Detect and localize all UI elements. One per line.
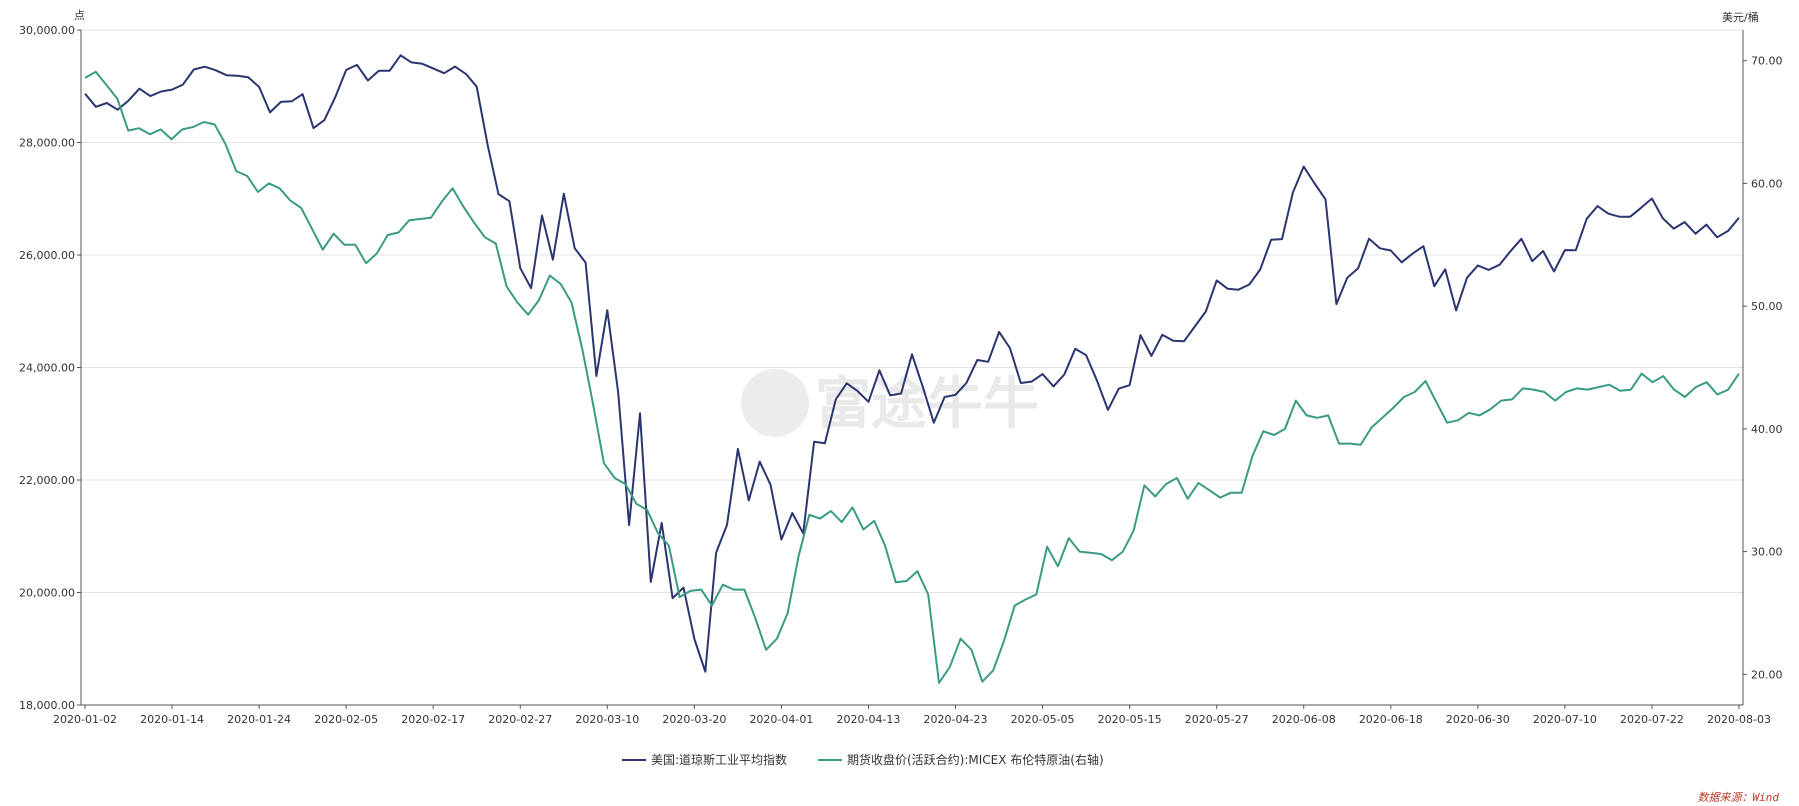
right-tick-label: 30.00 xyxy=(1751,546,1783,559)
left-tick-label: 18,000.00 xyxy=(19,699,75,712)
right-tick-label: 70.00 xyxy=(1751,55,1783,68)
x-tick-label: 2020-02-17 xyxy=(401,713,465,726)
left-tick-label: 28,000.00 xyxy=(19,137,75,150)
x-tick-label: 2020-02-05 xyxy=(314,713,378,726)
x-tick-label: 2020-07-10 xyxy=(1533,713,1597,726)
source-note: 数据来源：Wind xyxy=(1698,791,1780,804)
x-tick-label: 2020-01-24 xyxy=(227,713,291,726)
left-axis-unit: 点 xyxy=(74,9,85,22)
x-tick-label: 2020-04-13 xyxy=(837,713,901,726)
left-axis: 30,000.00 28,000.00 26,000.00 24,000.00 22,0… xyxy=(19,24,82,712)
legend-label-brent: 期货收盘价(活跃合约):MICEX 布伦特原油(右轴) xyxy=(847,752,1104,767)
x-tick-label: 2020-03-10 xyxy=(575,713,639,726)
series-line-dow xyxy=(84,54,1740,673)
right-tick-label: 50.00 xyxy=(1751,300,1783,313)
x-tick-label: 2020-04-01 xyxy=(749,713,813,726)
x-tick-label: 2020-03-20 xyxy=(662,713,726,726)
right-axis-unit: 美元/桶 xyxy=(1722,10,1759,24)
watermark: 富途牛牛 xyxy=(741,369,1039,437)
x-tick-label: 2020-06-18 xyxy=(1359,713,1423,726)
left-tick-label: 30,000.00 xyxy=(19,24,75,37)
x-tick-label: 2020-02-27 xyxy=(488,713,552,726)
legend-label-dow: 美国:道琼斯工业平均指数 xyxy=(651,752,787,767)
right-tick-label: 60.00 xyxy=(1751,177,1783,190)
x-tick-label: 2020-08-03 xyxy=(1707,713,1771,726)
watermark-text: 富途牛牛 xyxy=(815,372,1039,437)
left-tick-label: 26,000.00 xyxy=(19,249,75,262)
watermark-logo-icon xyxy=(741,369,809,437)
series-line-brent xyxy=(84,70,1740,684)
x-axis: 2020-01-02 2020-01-14 2020-01-24 2020-02-05… xyxy=(53,704,1771,726)
legend: 美国:道琼斯工业平均指数 期货收盘价(活跃合约):MICEX 布伦特原油(右轴) xyxy=(622,752,1104,767)
right-tick-label: 40.00 xyxy=(1751,423,1783,436)
left-tick-label: 24,000.00 xyxy=(19,362,75,375)
right-tick-label: 20.00 xyxy=(1751,668,1783,681)
series-lines xyxy=(84,54,1740,684)
x-tick-label: 2020-04-23 xyxy=(924,713,988,726)
x-tick-label: 2020-05-27 xyxy=(1185,713,1249,726)
right-axis: 70.00 60.00 50.00 40.00 30.00 20.00 xyxy=(1742,30,1783,705)
x-tick-label: 2020-01-02 xyxy=(53,713,117,726)
x-tick-label: 2020-07-22 xyxy=(1620,713,1684,726)
x-tick-label: 2020-05-05 xyxy=(1011,713,1075,726)
left-tick-label: 20,000.00 xyxy=(19,587,75,600)
left-tick-label: 22,000.00 xyxy=(19,474,75,487)
x-tick-label: 2020-01-14 xyxy=(140,713,204,726)
x-tick-label: 2020-05-15 xyxy=(1098,713,1162,726)
gridlines xyxy=(81,29,1743,593)
x-tick-label: 2020-06-30 xyxy=(1446,713,1510,726)
x-tick-label: 2020-06-08 xyxy=(1272,713,1336,726)
